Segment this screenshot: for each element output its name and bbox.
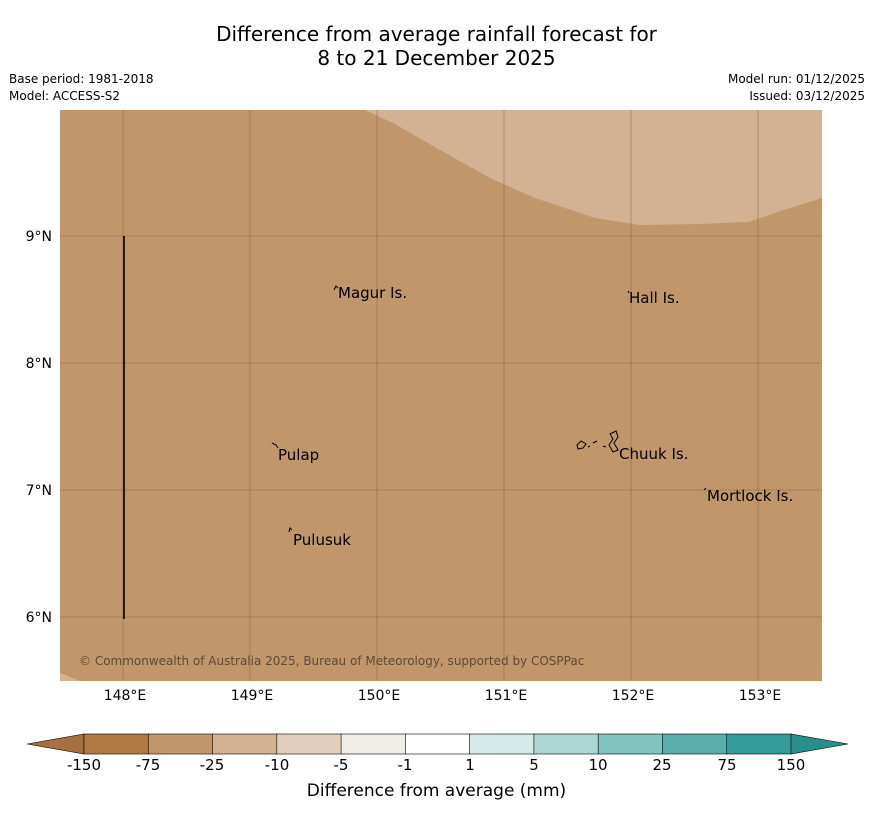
colorbar-tick: -1 <box>397 756 413 774</box>
island-chuuk-lagoon <box>576 440 587 450</box>
graticule <box>60 110 822 681</box>
colorbar-cell <box>405 733 471 755</box>
island-pulusuk <box>288 527 293 533</box>
lat-label-9: 9°N <box>26 229 52 245</box>
colorbar-cell <box>340 733 406 755</box>
colorbar-tick: 5 <box>529 756 539 774</box>
island-hall <box>627 290 630 294</box>
issued-date: Issued: 03/12/2025 <box>749 89 865 103</box>
title-line-2: 8 to 21 December 2025 <box>317 46 556 70</box>
place-label-mortlock: Mortlock Is. <box>707 487 793 505</box>
lat-axis-labels: 9°N 8°N 7°N 6°N <box>26 229 52 626</box>
colorbar-tick: -10 <box>264 756 290 774</box>
colorbar-cell <box>147 733 214 755</box>
island-chuuk-dot-3 <box>587 445 591 448</box>
map-title: Difference from average rainfall forecas… <box>0 22 873 70</box>
anomaly-region-light-bottom <box>60 673 80 681</box>
colorbar-cell <box>276 733 342 755</box>
colorbar-tick: -150 <box>66 756 102 774</box>
place-label-pulusuk: Pulusuk <box>293 531 351 549</box>
island-mortlock <box>703 487 707 491</box>
lon-label-148: 148°E <box>104 688 147 704</box>
meta-right: Model run: 01/12/2025 Issued: 03/12/2025 <box>728 71 865 105</box>
colorbar-tick: 10 <box>588 756 608 774</box>
colorbar-tick: 25 <box>652 756 672 774</box>
place-labels: Magur Is. Hall Is. Pulap Chuuk Is. Mortl… <box>278 284 793 549</box>
place-label-pulap: Pulap <box>278 446 319 464</box>
base-period: Base period: 1981-2018 <box>9 72 154 86</box>
island-outlines <box>271 285 707 533</box>
island-chuuk-east <box>608 430 619 453</box>
island-chuuk-dot-2 <box>602 445 607 448</box>
colorbar-tick: -5 <box>333 756 349 774</box>
colorbar-tick: -25 <box>199 756 225 774</box>
colorbar-label: Difference from average (mm) <box>306 781 567 801</box>
colorbar-cell <box>726 733 792 755</box>
colorbar-tick: 75 <box>717 756 737 774</box>
place-label-magur: Magur Is. <box>338 284 407 302</box>
island-magur <box>333 285 339 291</box>
colorbar-extend-low <box>26 733 85 755</box>
lon-label-150: 150°E <box>358 688 401 704</box>
colorbar-cell <box>597 733 664 755</box>
lon-label-153: 153°E <box>739 688 782 704</box>
colorbar-cell <box>662 733 728 755</box>
colorbar-cells <box>83 733 792 755</box>
place-label-hall: Hall Is. <box>629 289 680 307</box>
lon-label-152: 152°E <box>612 688 655 704</box>
meta-left: Base period: 1981-2018 Model: ACCESS-S2 <box>9 71 154 105</box>
island-chuuk-dot-1 <box>592 440 598 444</box>
colorbar-cell <box>212 733 278 755</box>
model-name: Model: ACCESS-S2 <box>9 89 121 103</box>
colorbar-tick: 1 <box>465 756 475 774</box>
title-line-1: Difference from average rainfall forecas… <box>216 22 657 46</box>
lat-label-8: 8°N <box>26 356 52 372</box>
lon-label-151: 151°E <box>485 688 528 704</box>
colorbar-cell <box>83 733 149 755</box>
colorbar-cell <box>533 733 599 755</box>
model-run: Model run: 01/12/2025 <box>727 72 865 86</box>
anomaly-region-light-top <box>365 110 822 225</box>
lat-label-7: 7°N <box>26 483 52 499</box>
lat-label-6: 6°N <box>26 610 52 626</box>
island-pulap <box>271 442 279 449</box>
colorbar <box>26 733 849 755</box>
colorbar-tick: -75 <box>135 756 161 774</box>
map-area: Magur Is. Hall Is. Pulap Chuuk Is. Mortl… <box>60 110 822 681</box>
colorbar-cell <box>469 733 535 755</box>
place-label-chuuk: Chuuk Is. <box>619 445 688 463</box>
colorbar-tick: 150 <box>776 756 806 774</box>
copyright-notice: © Commonwealth of Australia 2025, Bureau… <box>79 654 584 668</box>
lon-axis-labels: 148°E 149°E 150°E 151°E 152°E 153°E <box>104 688 782 704</box>
lon-label-149: 149°E <box>231 688 274 704</box>
colorbar-extend-high <box>790 733 849 755</box>
